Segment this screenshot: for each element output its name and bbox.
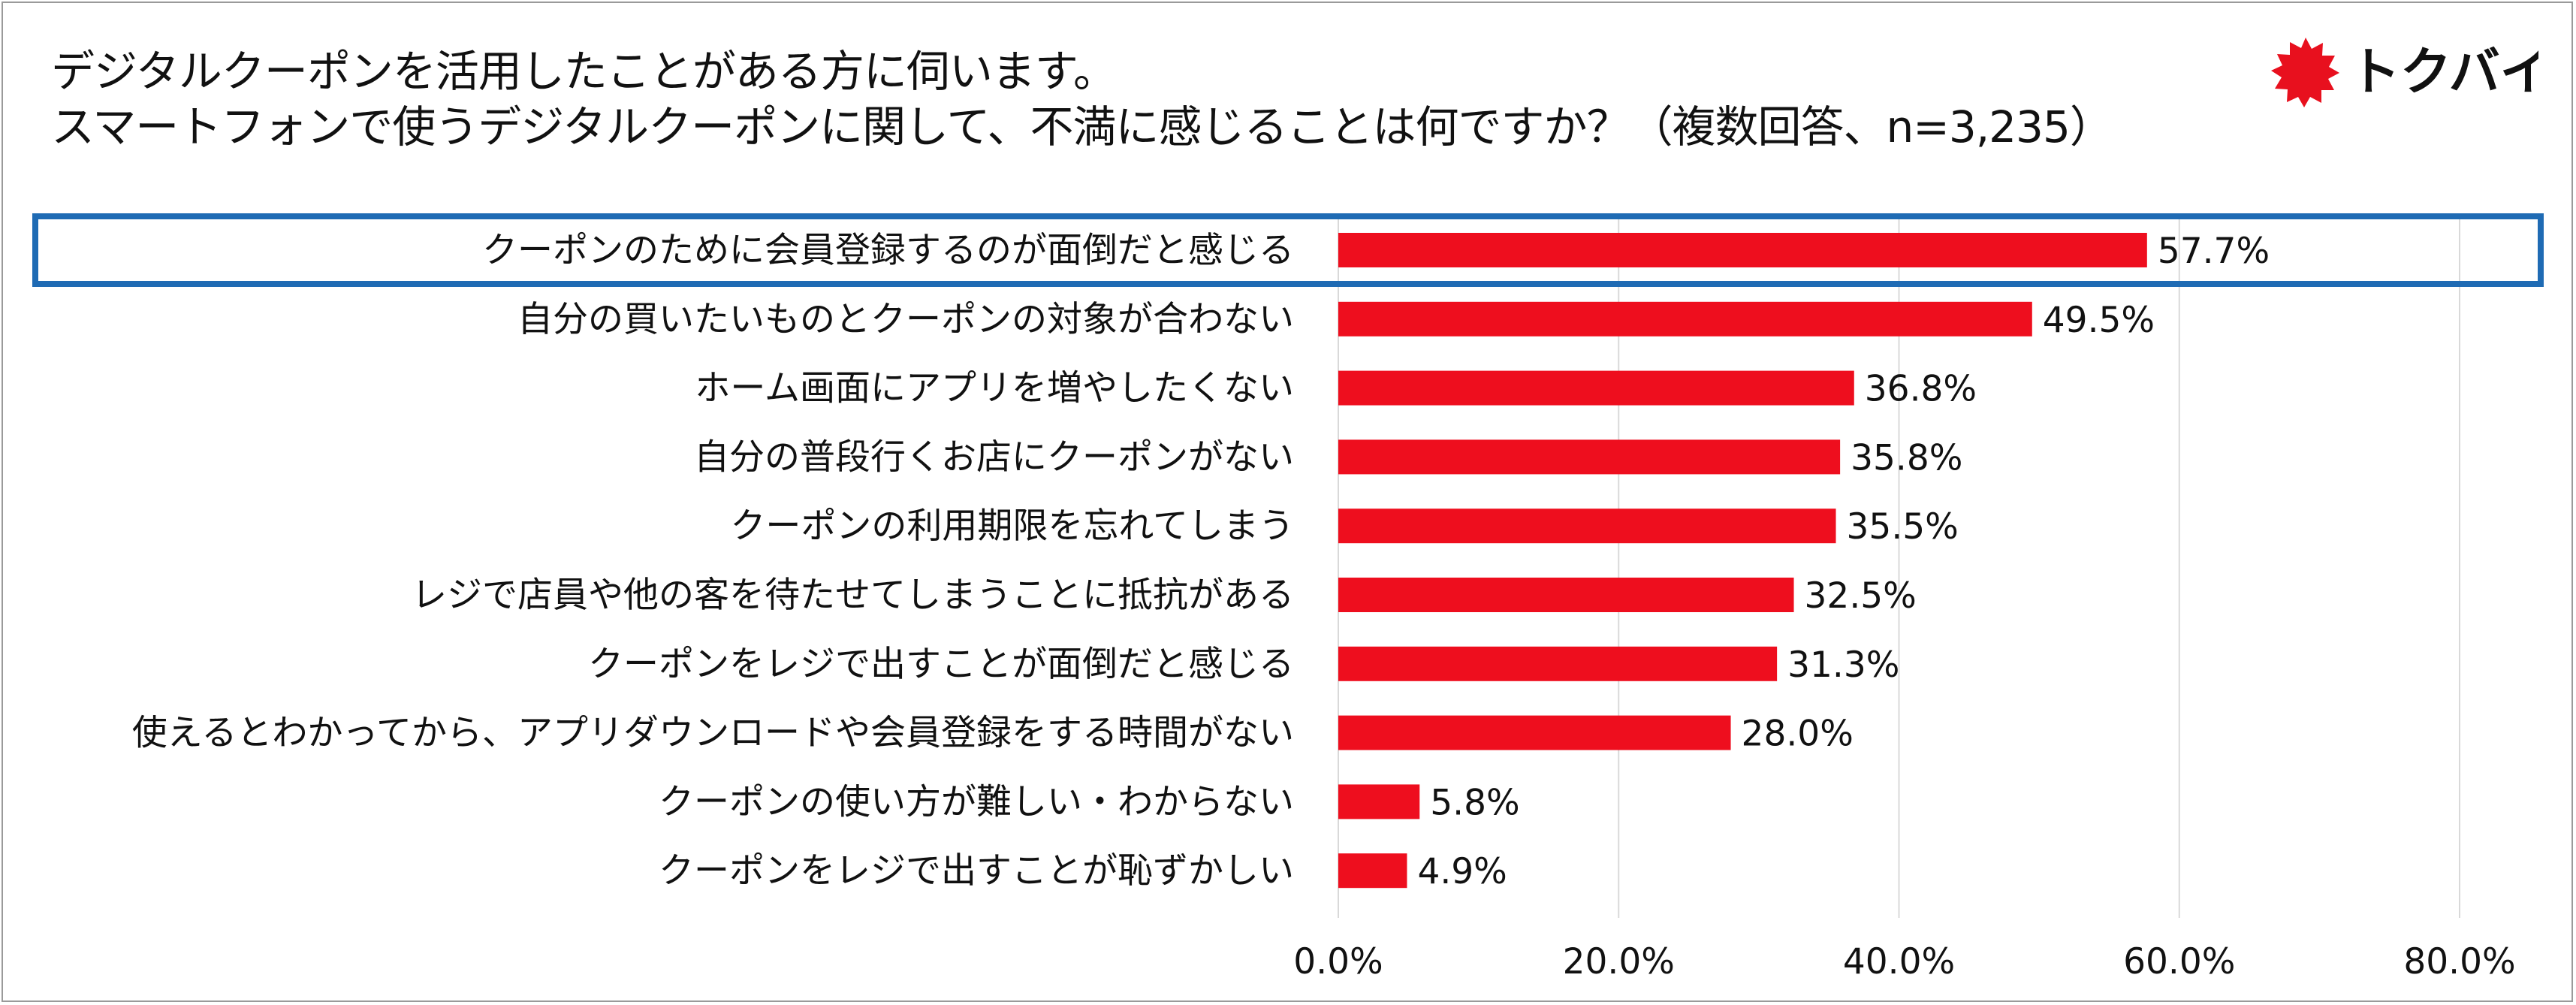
value-label: 4.9%: [1417, 851, 1507, 892]
highlight-box: [32, 213, 2544, 287]
category-label: 自分の普段行くお店にクーポンがない: [694, 436, 1294, 478]
red-starburst-icon: [2271, 38, 2339, 107]
title-line-2: スマートフォンで使うデジタルクーポンに関して、不満に感じることは何ですか？（複数…: [51, 101, 2113, 152]
bar: [1338, 853, 1407, 889]
bar: [1338, 233, 2147, 267]
x-tick-label: 60.0%: [2123, 941, 2235, 982]
x-tick-label: 0.0%: [1293, 941, 1383, 982]
value-label: 28.0%: [1742, 714, 1854, 755]
bars: [1338, 233, 2147, 889]
category-label: クーポンの使い方が難しい・わからない: [659, 781, 1294, 822]
logo-text: トクバイ: [2349, 43, 2538, 102]
category-label: レジで店員や他の客を待たせてしまうことに抵抗がある: [412, 575, 1294, 616]
bar: [1338, 370, 1854, 406]
value-label: 31.3%: [1787, 644, 1899, 686]
chart-title: デジタルクーポンを活用したことがある方に伺います。 スマートフォンで使うデジタル…: [51, 44, 2113, 155]
value-label: 5.8%: [1430, 782, 1519, 823]
category-label: クーポンをレジで出すことが面倒だと感じる: [588, 644, 1294, 685]
value-label: 32.5%: [1805, 575, 1917, 617]
x-axis-ticks: 0.0% 20.0% 40.0% 60.0% 80.0%: [1293, 941, 2515, 982]
category-label: クーポンの利用期限を忘れてしまう: [730, 506, 1294, 547]
value-labels: 57.7%49.5% 36.8% 35.8% 35.5% 32.5% 31.3% 28.0%…: [1417, 231, 2270, 892]
bar: [1338, 578, 1794, 612]
category-label: 自分の買いたいものとクーポンの対象が合わない: [517, 299, 1294, 340]
bar: [1338, 509, 1836, 544]
value-label: 57.7%: [2158, 231, 2270, 272]
logo: トクバイ: [2271, 38, 2538, 107]
category-label: ホーム画面にアプリを増やしたくない: [695, 368, 1294, 409]
value-label: 35.8%: [1851, 437, 1962, 478]
bar: [1338, 439, 1841, 475]
value-label: 35.5%: [1847, 506, 1959, 548]
value-label: 36.8%: [1865, 369, 1977, 410]
x-tick-label: 20.0%: [1563, 941, 1675, 982]
x-tick-label: 80.0%: [2403, 941, 2515, 982]
highlight-layer: [32, 213, 2544, 287]
category-label: 使えるとわかってから、アプリダウンロードや会員登録をする時間がない: [132, 713, 1294, 754]
category-label: クーポンのために会員登録するのが面倒だと感じる: [482, 230, 1294, 271]
bar: [1338, 784, 1420, 819]
x-tick-label: 40.0%: [1843, 941, 1955, 982]
bar: [1338, 301, 2032, 337]
bar: [1338, 646, 1778, 681]
category-labels: クーポンのために会員登録するのが面倒だと感じる自分の買いたいものとクーポンの対象…: [132, 230, 1294, 892]
bar: [1338, 715, 1731, 750]
title-line-1: デジタルクーポンを活用したことがある方に伺います。: [51, 46, 1117, 97]
value-label: 49.5%: [2043, 300, 2155, 341]
category-label: クーポンをレジで出すことが恥ずかしい: [659, 850, 1294, 892]
